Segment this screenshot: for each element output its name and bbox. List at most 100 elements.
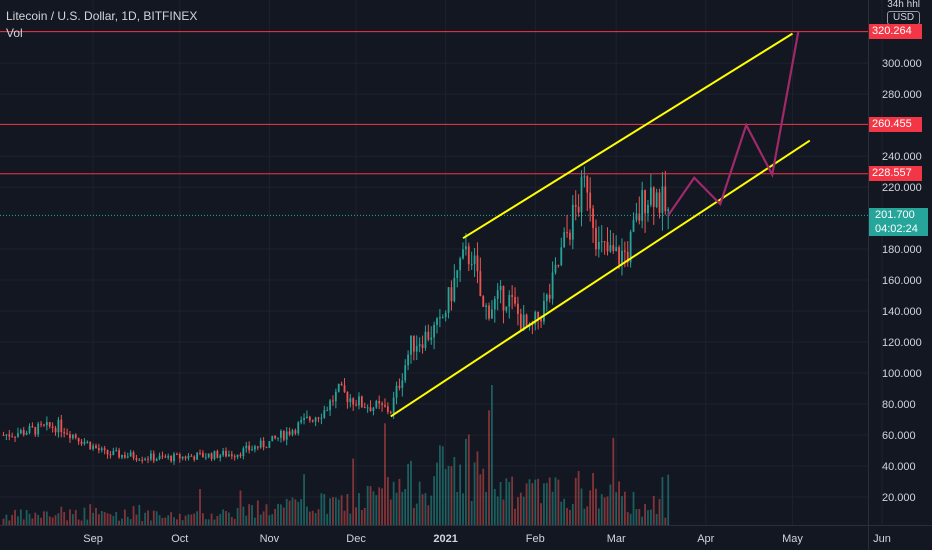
volume-bar (225, 510, 227, 525)
candle-body (641, 190, 644, 221)
candle-body (644, 190, 646, 214)
volume-bar (525, 483, 528, 525)
volume-bar (375, 495, 378, 525)
x-tick-label: Sep (83, 533, 103, 545)
volume-bar (308, 511, 311, 525)
candle-body (256, 446, 259, 448)
candle-body (398, 385, 401, 388)
candle-body (554, 264, 557, 273)
candle-body (548, 294, 551, 299)
candle-body (381, 403, 383, 406)
volume-bar (647, 510, 649, 525)
timeframe-currency[interactable]: 34h hhl USD (887, 0, 920, 25)
candle-body (291, 430, 294, 435)
candle-body (173, 453, 175, 462)
volume-bar (306, 506, 308, 525)
volume-bar (28, 513, 31, 525)
candle-body (508, 295, 511, 307)
candle-body (465, 246, 467, 250)
candle-body (233, 456, 236, 458)
candle-body (317, 417, 320, 419)
candle-body (592, 208, 594, 229)
volume-bar (118, 520, 120, 525)
volume-bar (144, 512, 147, 525)
candle-body (5, 434, 8, 436)
x-tick-label: Jun (873, 533, 891, 545)
volume-bar (502, 499, 505, 525)
candle-body (658, 192, 661, 213)
volume-bar (228, 512, 230, 525)
candle-body (161, 455, 164, 457)
candle-body (95, 445, 97, 449)
volume-bar (395, 492, 398, 525)
candle-body (187, 455, 190, 459)
candle-body (236, 454, 239, 458)
candle-body (288, 431, 291, 435)
volume-bar (288, 500, 291, 525)
volume-bar (410, 460, 412, 525)
candle-body (228, 454, 230, 457)
candle-body (300, 419, 303, 423)
currency-badge[interactable]: USD (887, 11, 920, 25)
volume-bar (427, 505, 430, 525)
volume-bar (430, 495, 433, 525)
volume-bar (465, 438, 467, 525)
volume-bar (66, 520, 68, 525)
volume-bar (251, 505, 253, 525)
volume-bar (641, 516, 644, 525)
volume-bar (652, 496, 655, 525)
candle-body (48, 422, 51, 427)
volume-bar (589, 490, 592, 525)
volume-bar (34, 512, 37, 525)
candle-body (115, 450, 118, 452)
volume-bar (363, 507, 366, 525)
candle-body (230, 454, 233, 457)
candle-body (51, 426, 54, 428)
volume-bar (280, 504, 282, 525)
candle-countdown: 04:02:24 (875, 223, 918, 235)
volume-bar (158, 515, 161, 525)
candle-body (372, 407, 375, 412)
candle-body (126, 456, 129, 458)
candle-body (100, 448, 103, 451)
candle-body (89, 441, 92, 450)
y-tick-label: 140.000 (882, 306, 922, 318)
candle-body (334, 391, 337, 402)
y-tick-label: 60.000 (882, 430, 916, 442)
volume-bar (132, 506, 135, 525)
volume-bar (586, 506, 589, 525)
candle-body (358, 396, 360, 406)
volume-bar (548, 477, 551, 525)
candle-body (306, 416, 308, 418)
y-tick-label: 100.000 (882, 368, 922, 380)
candle-body (369, 407, 372, 412)
x-tick-label: Mar (607, 533, 626, 545)
volume-bar (141, 521, 144, 525)
candle-body (152, 453, 155, 461)
volume-bar (571, 504, 574, 525)
candle-body (450, 287, 453, 302)
candle-body (97, 448, 100, 451)
volume-bar (638, 508, 641, 525)
candle-body (493, 298, 496, 310)
volume-bar (277, 503, 279, 525)
candle-body (421, 344, 424, 349)
volume-bar (248, 504, 251, 525)
candle-body (239, 454, 242, 457)
volume-bar (661, 477, 664, 525)
candle-body (147, 458, 149, 460)
volume-bar (63, 512, 66, 525)
candle-body (519, 313, 522, 331)
volume-bar (106, 513, 109, 525)
volume-bar (658, 499, 661, 525)
y-tick-label: 40.000 (882, 461, 916, 473)
candle-body (251, 449, 253, 451)
candle-body (132, 452, 135, 459)
volume-bar (121, 518, 123, 525)
volume-bar (421, 494, 424, 525)
candle-body (19, 430, 22, 434)
volume-indicator-label[interactable]: Vol (6, 26, 23, 40)
candle-body (323, 410, 326, 418)
candle-body (86, 441, 89, 443)
